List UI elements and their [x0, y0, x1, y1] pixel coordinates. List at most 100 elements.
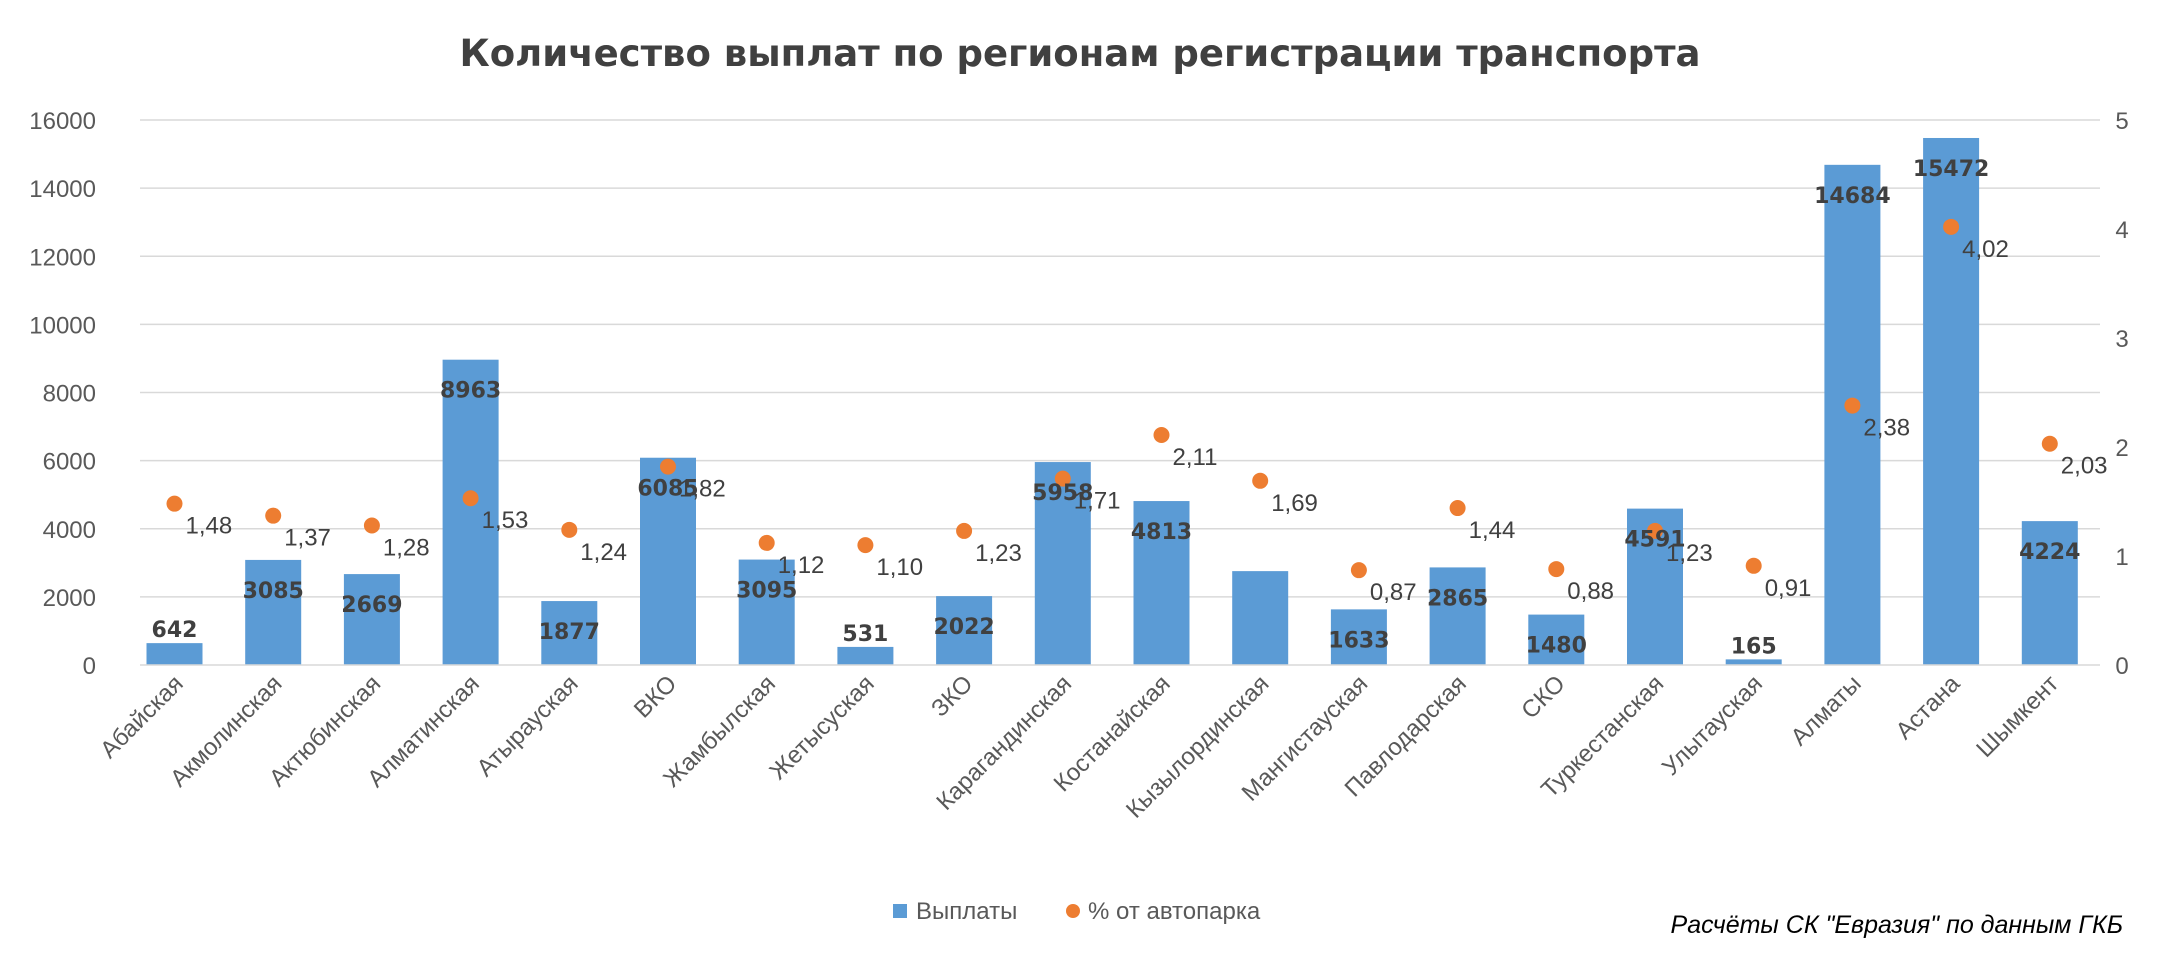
- category-label: Абайская: [95, 670, 189, 764]
- point-value-label: 0,91: [1765, 575, 1812, 602]
- bar-value-label: 165: [1731, 634, 1777, 659]
- left-tick-label: 14000: [29, 176, 96, 203]
- bar: [1232, 571, 1289, 665]
- point: [660, 458, 676, 475]
- point: [462, 490, 479, 507]
- point: [1745, 557, 1762, 574]
- legend: Выплаты % от автопарка: [893, 898, 1261, 925]
- left-tick-label: 6000: [43, 449, 96, 476]
- bar: [442, 359, 499, 665]
- bar: [1429, 567, 1486, 665]
- left-tick-label: 0: [83, 653, 96, 680]
- point-value-label: 1,12: [778, 552, 825, 579]
- left-tick-label: 12000: [29, 244, 96, 271]
- bar: [936, 596, 993, 665]
- left-tick-label: 2000: [43, 585, 96, 612]
- point-value-label: 1,71: [1074, 488, 1121, 515]
- bar: [1725, 659, 1782, 665]
- point-value-label: 1,28: [383, 534, 430, 561]
- bar: [1330, 609, 1387, 665]
- bar-value-label: 4224: [2019, 540, 2080, 565]
- right-tick-label: 1: [2115, 544, 2128, 571]
- bar-value-label: 3085: [243, 579, 304, 604]
- left-tick-label: 10000: [29, 312, 96, 339]
- point: [1647, 522, 1663, 539]
- bar: [245, 559, 302, 665]
- bar: [1133, 501, 1190, 665]
- chart-title: Количество выплат по регионам регистраци…: [460, 32, 1701, 75]
- bar: [1824, 164, 1881, 666]
- point-value-label: 1,23: [1666, 540, 1713, 567]
- point: [857, 537, 874, 554]
- point: [1350, 562, 1367, 579]
- bar: [640, 457, 696, 665]
- point-value-label: 1,48: [186, 513, 233, 540]
- category-label: Шымкент: [1971, 670, 2064, 763]
- point-data-labels: 1,48 1,37 1,28 1,53 1,24 1,82 1,12 1,10 1,23 1,71…: [186, 236, 2108, 606]
- point-value-label: 2,38: [1863, 415, 1910, 442]
- point-value-label: 4,02: [1962, 236, 2009, 263]
- bar-value-label: 5958: [1032, 481, 1093, 506]
- bar-value-label: 8963: [440, 379, 501, 404]
- right-tick-label: 3: [2115, 326, 2128, 353]
- point-value-label: 1,37: [284, 525, 331, 552]
- left-tick-label: 8000: [43, 381, 96, 408]
- point-value-label: 1,82: [679, 476, 726, 503]
- bar-value-label: 2865: [1427, 586, 1488, 611]
- category-labels: АбайскаяАкмолинскаяАктюбинскаяАлматинска…: [95, 670, 2064, 824]
- bar-value-label: 1877: [539, 620, 600, 645]
- category-label: Улытауская: [1657, 670, 1768, 781]
- right-tick-label: 0: [2115, 653, 2128, 680]
- bar-value-label: 1480: [1526, 634, 1587, 659]
- right-tick-label: 2: [2115, 435, 2128, 462]
- category-label: СКО: [1516, 670, 1570, 724]
- source-footnote: Расчёты СК "Евразия" по данным ГКБ: [1670, 911, 2123, 939]
- bar-series: [146, 137, 2078, 666]
- bar: [837, 646, 894, 665]
- bar: [1923, 137, 1980, 666]
- bar: [1034, 462, 1091, 665]
- point-value-label: 1,10: [876, 554, 923, 581]
- bar: [146, 643, 203, 665]
- bar-value-label: 2022: [933, 615, 994, 640]
- category-label: ЗКО: [926, 670, 978, 722]
- gridlines: [140, 119, 2100, 598]
- category-label: Астана: [1891, 670, 1966, 745]
- left-tick-label: 4000: [43, 517, 96, 544]
- point: [363, 517, 380, 534]
- point-value-label: 1,44: [1469, 517, 1516, 544]
- bar-value-label: 531: [842, 622, 888, 647]
- point-value-label: 2,11: [1173, 444, 1218, 471]
- scatter-series: [166, 218, 2058, 579]
- point-value-label: 0,88: [1567, 578, 1614, 605]
- bar-data-labels: 642 3085 2669 8963 1877 6085 3095 531 2022 5958 48…: [152, 157, 2081, 659]
- point-value-label: 1,53: [482, 507, 529, 534]
- point: [1548, 561, 1565, 578]
- point: [166, 495, 183, 512]
- point: [1252, 472, 1269, 489]
- point: [1054, 470, 1071, 487]
- point-value-label: 1,24: [580, 539, 627, 566]
- legend-label-bars: Выплаты: [916, 898, 1017, 925]
- right-tick-label: 5: [2115, 108, 2128, 135]
- left-tick-label: 16000: [29, 108, 96, 135]
- point: [265, 507, 282, 524]
- bar-value-label: 14684: [1814, 184, 1891, 209]
- legend-swatch-bars: [893, 904, 907, 918]
- point-value-label: 0,87: [1370, 579, 1417, 606]
- point: [1844, 397, 1861, 414]
- legend-swatch-points: [1066, 904, 1080, 918]
- category-label: Атырауская: [472, 670, 584, 782]
- right-tick-label: 4: [2115, 217, 2128, 244]
- bar: [541, 601, 598, 665]
- bar-value-label: 15472: [1913, 157, 1990, 182]
- left-axis-ticks: 0 2000 4000 6000 8000 10000 12000 14000 16000: [29, 108, 96, 680]
- bar-value-label: 3095: [736, 579, 797, 604]
- point: [956, 522, 973, 539]
- bar: [2021, 521, 2078, 665]
- point-value-label: 2,03: [2061, 453, 2108, 480]
- category-label: ВКО: [629, 670, 682, 723]
- category-label: Алматы: [1786, 670, 1867, 751]
- point: [1449, 500, 1466, 517]
